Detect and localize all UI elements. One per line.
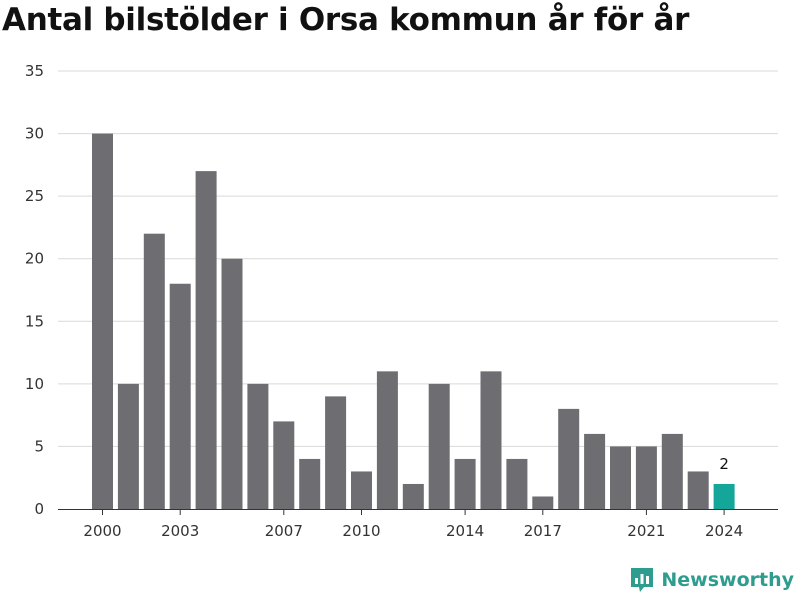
bar-2002 bbox=[143, 233, 165, 509]
bars bbox=[92, 133, 735, 510]
data-labels: 2 bbox=[719, 455, 729, 473]
bar-2021 bbox=[635, 446, 657, 509]
bar-2023 bbox=[687, 471, 709, 509]
y-tick-label: 0 bbox=[34, 500, 44, 518]
bar-2014 bbox=[454, 458, 476, 509]
x-tick-label: 2007 bbox=[265, 522, 303, 540]
x-tick-label: 2003 bbox=[161, 522, 199, 540]
y-tick-label: 20 bbox=[25, 250, 44, 268]
y-axis: 0 5 10 15 20 25 30 35 bbox=[25, 62, 44, 518]
bar-2009 bbox=[325, 396, 347, 509]
bar-2003 bbox=[169, 283, 191, 509]
x-axis: 2000 2003 2007 2010 2014 2017 2021 2024 bbox=[58, 509, 778, 540]
brand-logo: Newsworthy bbox=[629, 566, 794, 594]
bar-2018 bbox=[558, 408, 580, 509]
brand-name: Newsworthy bbox=[661, 569, 794, 591]
y-tick-label: 35 bbox=[25, 62, 44, 80]
bar-2020 bbox=[610, 446, 631, 509]
bar-2019 bbox=[584, 433, 606, 509]
x-tick-label: 2000 bbox=[83, 522, 121, 540]
bar-2015 bbox=[480, 371, 502, 509]
bar-2000 bbox=[92, 133, 113, 510]
y-tick-label: 25 bbox=[25, 187, 44, 205]
bar-2004 bbox=[195, 171, 217, 509]
bar-2001 bbox=[117, 383, 139, 509]
newsworthy-logo-icon bbox=[631, 568, 654, 592]
bar-2008 bbox=[299, 458, 321, 509]
x-tick-label: 2014 bbox=[446, 522, 484, 540]
bar-2013 bbox=[428, 383, 450, 509]
page-title: Antal bilstölder i Orsa kommun år för år bbox=[2, 2, 690, 38]
x-tick-label: 2010 bbox=[342, 522, 380, 540]
bar-2012 bbox=[402, 483, 424, 509]
bar-2016 bbox=[506, 458, 528, 509]
bar-2006 bbox=[247, 383, 269, 509]
bar-2022 bbox=[661, 433, 683, 509]
x-tick-label: 2024 bbox=[705, 522, 743, 540]
bar-2010 bbox=[351, 471, 372, 509]
y-tick-label: 15 bbox=[25, 312, 44, 330]
bar-2005 bbox=[221, 258, 243, 509]
bar-2024 bbox=[713, 483, 735, 509]
y-tick-label: 10 bbox=[25, 375, 44, 393]
x-tick-label: 2017 bbox=[524, 522, 562, 540]
data-label: 2 bbox=[719, 455, 729, 473]
bar-2017 bbox=[532, 496, 554, 509]
y-tick-label: 5 bbox=[34, 437, 44, 455]
y-tick-label: 30 bbox=[25, 125, 44, 143]
bar-2011 bbox=[376, 371, 398, 509]
grid-lines bbox=[58, 70, 778, 447]
x-tick-label: 2021 bbox=[627, 522, 665, 540]
bar-2007 bbox=[273, 421, 295, 509]
